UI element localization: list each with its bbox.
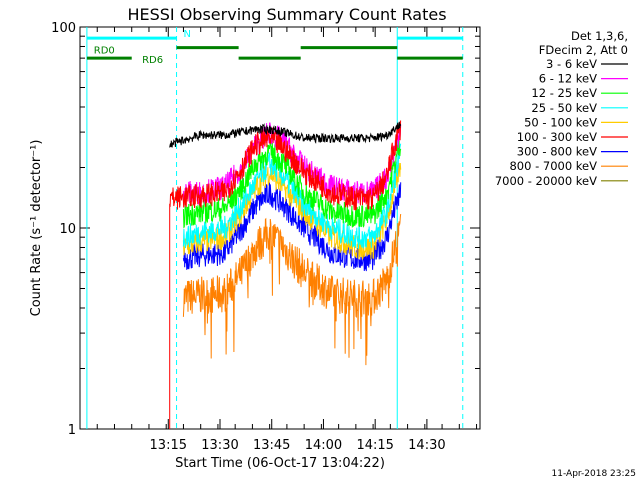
- x-axis: 13:15 13:30 13:45 14:00 14:15 14:30: [79, 27, 478, 453]
- legend-header-1: Det 1,3,6,: [571, 29, 628, 43]
- legend-label: 800 - 7000 keV: [509, 159, 597, 173]
- legend-label: 6 - 12 keV: [539, 72, 597, 86]
- x-axis-label: Start Time (06-Oct-17 13:04:22): [175, 456, 385, 471]
- legend-label: 12 - 25 keV: [531, 86, 597, 100]
- flag-bar-label: N: [183, 29, 190, 40]
- y-tick-label: 1: [68, 423, 76, 438]
- legend-label: 100 - 300 keV: [517, 130, 597, 144]
- y-tick-label: 10: [59, 222, 76, 237]
- plot-frame: [79, 26, 481, 430]
- observing-flag-lines: [86, 27, 464, 429]
- chart-title: HESSI Observing Summary Count Rates: [127, 5, 446, 24]
- legend-label: 7000 - 20000 keV: [495, 174, 597, 188]
- y-axis: 1 10 100: [51, 21, 480, 438]
- series-line: [182, 143, 402, 250]
- series-line: [169, 121, 402, 148]
- legend-label: 3 - 6 keV: [546, 57, 597, 71]
- x-tick-label: 13:45: [253, 438, 290, 453]
- timestamp: 11-Apr-2018 23:25: [552, 469, 636, 479]
- x-tick-label: 14:15: [356, 438, 393, 453]
- series-line: [169, 120, 402, 429]
- flag-bar-label: RD0: [94, 46, 115, 57]
- x-tick-label: 14:00: [305, 438, 342, 453]
- x-tick-label: 13:30: [201, 438, 238, 453]
- series-line: [182, 137, 402, 229]
- legend-label: 25 - 50 keV: [531, 101, 597, 115]
- x-tick-label: 14:30: [408, 438, 445, 453]
- y-axis-label: Count Rate (s⁻¹ detector⁻¹): [29, 140, 44, 317]
- y-tick-label: 100: [51, 21, 76, 36]
- observing-flag-bars: N RD0 RD6: [86, 29, 463, 66]
- x-tick-label: 13:15: [150, 438, 187, 453]
- legend-header-2: FDecim 2, Att 0: [539, 43, 628, 57]
- flag-bar-label: RD6: [142, 55, 163, 66]
- series-group: [169, 120, 402, 429]
- series-line: [182, 213, 402, 366]
- legend-label: 300 - 800 keV: [517, 145, 597, 159]
- series-line: [182, 182, 402, 272]
- legend-label: 50 - 100 keV: [524, 115, 597, 129]
